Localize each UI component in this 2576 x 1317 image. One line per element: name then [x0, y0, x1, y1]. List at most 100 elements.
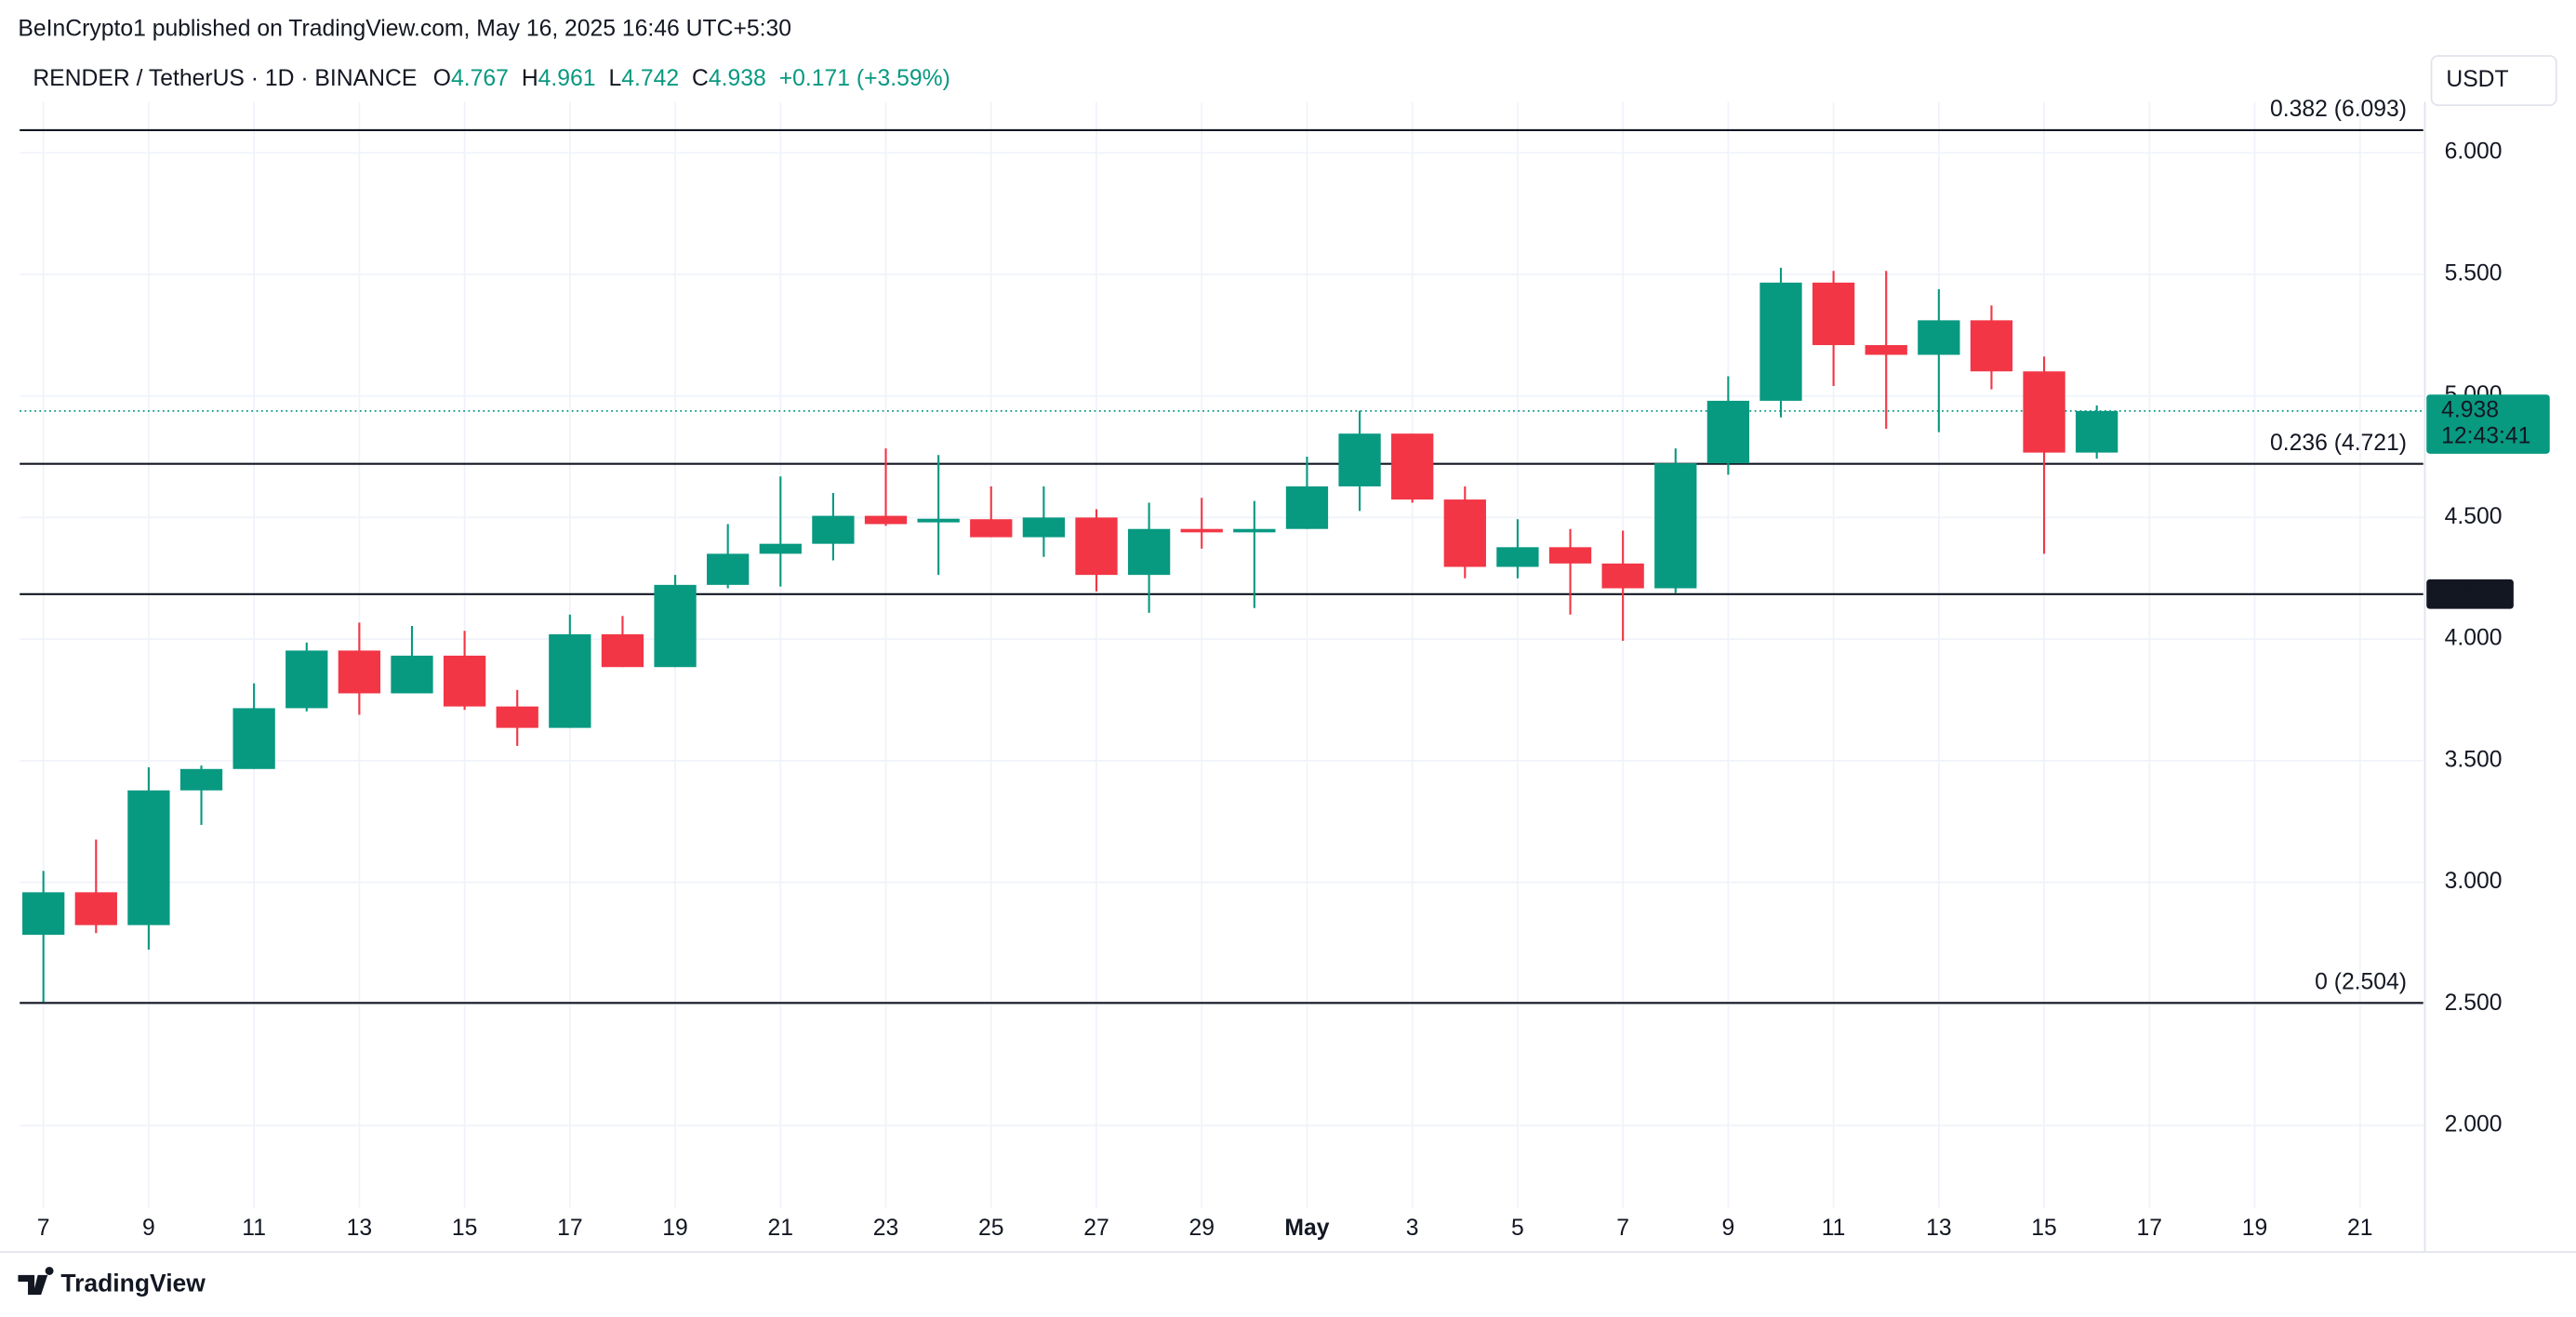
x-tick-label: 17 [2137, 1216, 2163, 1241]
candle-body [549, 633, 591, 728]
candle-body [2023, 371, 2065, 453]
fib-label: 0.382 (6.093) [2270, 97, 2407, 122]
candle-body [707, 553, 750, 585]
candle-body [1443, 499, 1486, 567]
ohlc-value: 4.767 [451, 65, 509, 90]
candle-body [864, 515, 908, 525]
x-tick-label: 11 [242, 1216, 266, 1241]
candle-body [179, 768, 223, 791]
y-tick-label: 2.000 [2445, 1112, 2503, 1137]
candle-body [1548, 547, 1592, 564]
levels: 0.382 (6.093) 0.236 (4.721) 0 (2.504) [20, 97, 2423, 1004]
candle-body [232, 708, 275, 769]
candle-body [1918, 320, 1960, 355]
price-label: 4.938 [2441, 397, 2499, 422]
x-tick-label: 5 [1511, 1216, 1524, 1241]
x-tick-label: 27 [1083, 1216, 1109, 1241]
candle-body [338, 650, 381, 694]
candle-body [496, 706, 538, 728]
candle-body [654, 584, 697, 668]
candle-body [1812, 282, 1855, 346]
candle-body [127, 790, 170, 925]
candle-body [1654, 463, 1697, 589]
candle-body [22, 892, 65, 936]
labels: 2.0002.5003.0003.5004.0004.5005.0005.500… [37, 140, 2550, 1241]
ohlc-value: 4.961 [538, 65, 596, 90]
ohlc-label: H [522, 65, 538, 90]
currency[interactable]: USDT [2446, 67, 2508, 92]
candle-body [1759, 282, 1802, 401]
candle-body [1180, 528, 1223, 533]
x-tick-label: 7 [1616, 1216, 1629, 1241]
x-tick-label: 29 [1188, 1216, 1215, 1241]
change: +0.171 (+3.59%) [779, 65, 950, 90]
y-tick-label: 3.500 [2445, 747, 2503, 772]
candles [22, 267, 2118, 1003]
brand-logo [18, 1267, 54, 1296]
y-tick-label: 2.500 [2445, 991, 2503, 1016]
candle-body [443, 655, 486, 707]
x-tick-label: 21 [768, 1216, 793, 1241]
candle-body [601, 633, 644, 668]
ohlc-label: O [433, 65, 451, 90]
x-tick-label: 23 [873, 1216, 899, 1241]
x-tick-label: 19 [662, 1216, 688, 1241]
x-tick-label: 17 [557, 1216, 582, 1241]
candle-body [759, 543, 802, 554]
x-tick-label: 9 [142, 1216, 155, 1241]
chart-header: RENDER / TetherUS · 1D · BINANCE O4.767 … [33, 65, 950, 90]
x-tick-label: 15 [2031, 1216, 2057, 1241]
candle-body [2076, 410, 2118, 453]
y-tick-label: 4.000 [2445, 626, 2503, 651]
ohlc-value: 4.742 [621, 65, 679, 90]
x-tick-label: 21 [2347, 1216, 2373, 1241]
x-tick-label: 25 [978, 1216, 1003, 1241]
x-tick-label: 9 [1722, 1216, 1735, 1241]
support-label: 4.185 [2445, 580, 2503, 605]
candle-body [1601, 563, 1644, 589]
x-tick-label: 13 [1926, 1216, 1951, 1241]
x-tick-label: May [1284, 1216, 1329, 1241]
price-tag [2426, 394, 2550, 454]
fib-label: 0 (2.504) [2315, 970, 2407, 995]
candle-body [970, 519, 1013, 538]
candle-body [1496, 547, 1539, 567]
x-tick-label: 13 [347, 1216, 373, 1241]
chart-title: RENDER / TetherUS · 1D · BINANCE [33, 65, 417, 90]
x-tick-label: 19 [2242, 1216, 2268, 1241]
y-tick-label: 5.500 [2445, 260, 2503, 286]
support-tag [2426, 579, 2514, 609]
candle-body [1865, 345, 1907, 355]
fib-label: 0.236 (4.721) [2270, 431, 2407, 456]
brand: TradingView [60, 1270, 206, 1297]
x-tick-label: 7 [37, 1216, 50, 1241]
candle-body [391, 655, 433, 694]
candle-body [917, 518, 960, 523]
countdown: 12:43:41 [2441, 424, 2530, 449]
currency-button[interactable] [2430, 55, 2557, 106]
x-tick-label: 3 [1406, 1216, 1419, 1241]
y-tick-label: 6.000 [2445, 140, 2503, 165]
ohlc-label: C [692, 65, 709, 90]
candle-body [1022, 517, 1066, 538]
candle-body [1285, 486, 1329, 529]
candle-body [1970, 320, 2013, 372]
candle-body [1391, 433, 1434, 500]
y-tick-label: 4.500 [2445, 504, 2503, 529]
candle-body [1706, 400, 1750, 464]
candle-body [1127, 528, 1171, 576]
ohlc-value: 4.938 [709, 65, 766, 90]
x-tick-label: 11 [1822, 1216, 1846, 1241]
candle-body [1075, 517, 1118, 576]
candle-body [74, 892, 117, 925]
candle-body [1338, 433, 1381, 486]
candle-body [1233, 528, 1276, 533]
y-tick-label: 3.000 [2445, 869, 2503, 894]
x-tick-label: 15 [452, 1216, 478, 1241]
candle-body [812, 515, 855, 544]
candle-body [285, 650, 328, 709]
publisher: BeInCrypto1 published on TradingView.com… [18, 16, 791, 41]
